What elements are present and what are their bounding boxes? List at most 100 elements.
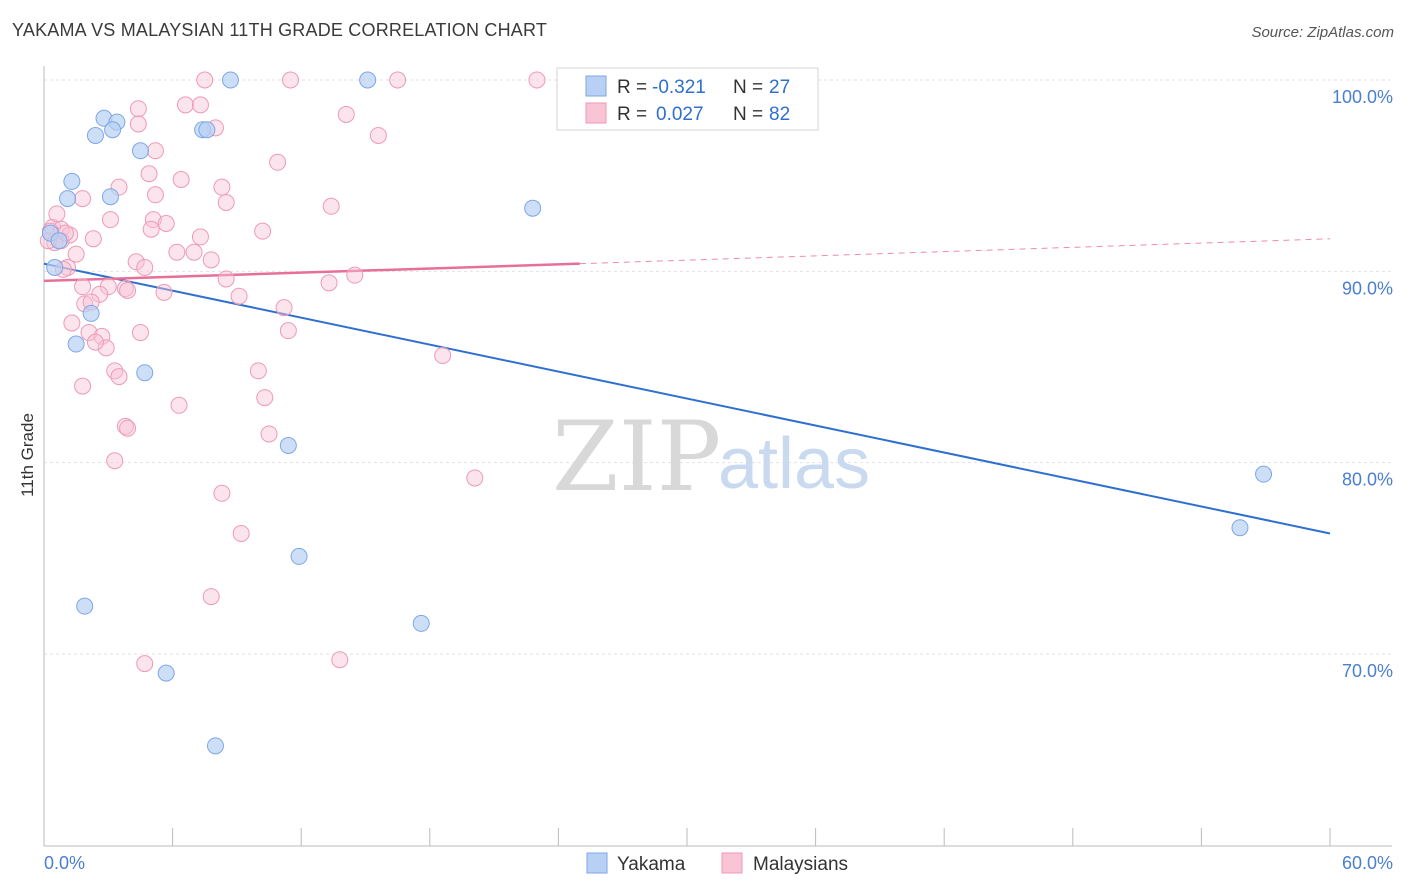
point-malaysians-61 (110, 368, 128, 386)
point-malaysians-80 (48, 205, 66, 223)
point-yakama-0 (221, 71, 239, 89)
point-yakama-26 (206, 737, 224, 755)
point-malaysians-34 (202, 251, 220, 269)
point-yakama-1 (359, 71, 377, 89)
legend-r-label-yakama: R = (617, 77, 647, 98)
point-malaysians-67 (260, 425, 278, 443)
point-malaysians-13 (140, 165, 158, 183)
point-malaysians-60 (249, 362, 267, 380)
y-tick-label-100: 100.0% (1332, 87, 1393, 107)
point-malaysians-43 (74, 278, 92, 296)
point-yakama-20 (1255, 465, 1273, 483)
legend-n-label-yakama: N = (733, 77, 763, 98)
point-malaysians-19 (217, 193, 235, 211)
y-axis-title: 11th Grade (18, 413, 37, 497)
point-malaysians-74 (331, 651, 349, 669)
point-malaysians-51 (63, 314, 81, 332)
point-yakama-11 (59, 190, 77, 208)
point-yakama-7 (198, 121, 216, 139)
axes (43, 66, 1392, 847)
legend-r-label-malaysians: R = (617, 104, 647, 125)
point-malaysians-23 (157, 215, 175, 232)
point-malaysians-73 (136, 655, 154, 673)
point-malaysians-1 (281, 71, 299, 89)
watermark-zip: ZIP (552, 401, 721, 513)
point-malaysians-64 (170, 396, 188, 414)
point-yakama-16 (82, 304, 100, 322)
point-malaysians-53 (131, 324, 149, 342)
point-malaysians-8 (129, 115, 147, 133)
point-yakama-5 (104, 121, 122, 139)
point-malaysians-35 (136, 259, 154, 277)
point-malaysians-42 (346, 266, 364, 284)
point-malaysians-0 (196, 71, 214, 89)
point-malaysians-20 (322, 197, 340, 215)
point-malaysians-65 (116, 417, 134, 435)
point-malaysians-37 (168, 243, 186, 261)
point-yakama-21 (1231, 519, 1249, 537)
point-yakama-10 (101, 188, 119, 206)
point-malaysians-78 (119, 281, 137, 299)
point-malaysians-5 (176, 96, 194, 114)
legend-n-value-yakama: 27 (769, 77, 790, 98)
point-malaysians-69 (466, 469, 484, 487)
point-malaysians-45 (116, 280, 134, 298)
point-yakama-17 (67, 335, 85, 353)
point-malaysians-41 (320, 274, 338, 292)
point-yakama-9 (63, 172, 81, 190)
point-yakama-23 (76, 597, 94, 615)
point-yakama-24 (412, 614, 430, 632)
point-malaysians-56 (97, 339, 115, 357)
x-tick-label-min: 0.0% (44, 853, 85, 873)
point-malaysians-71 (232, 524, 250, 542)
legend-swatch-yakama (585, 75, 607, 97)
point-malaysians-36 (67, 245, 85, 263)
point-malaysians-17 (146, 186, 164, 204)
point-malaysians-28 (254, 222, 272, 240)
legend-n-value-malaysians: 82 (769, 104, 790, 125)
point-yakama-19 (279, 436, 297, 454)
legend-r-value-malaysians: 0.027 (656, 104, 704, 125)
point-malaysians-7 (337, 105, 355, 123)
point-malaysians-18 (74, 190, 92, 208)
stats-legend: R = -0.321 N = 27 R = 0.027 N = 82 (556, 67, 819, 131)
y-tick-label-80: 80.0% (1342, 470, 1393, 490)
point-malaysians-62 (74, 377, 92, 395)
source-label: Source: ZipAtlas.com (1251, 24, 1394, 41)
point-malaysians-4 (129, 100, 147, 118)
point-malaysians-2 (389, 71, 407, 89)
point-malaysians-66 (119, 419, 137, 437)
point-malaysians-16 (213, 178, 231, 196)
point-malaysians-14 (172, 170, 190, 188)
point-malaysians-30 (191, 228, 209, 246)
point-yakama-15 (46, 259, 64, 277)
bottom-legend-swatch-yakama (586, 852, 608, 874)
point-malaysians-40 (217, 270, 235, 288)
point-malaysians-11 (146, 142, 164, 160)
legend-r-value-yakama: -0.321 (652, 77, 706, 98)
legend-swatch-malaysians (585, 102, 607, 124)
trendline-malaysians-extension (579, 238, 1331, 265)
point-malaysians-33 (127, 253, 145, 271)
trendline-yakama (43, 262, 1331, 535)
point-malaysians-72 (202, 588, 220, 606)
point-malaysians-46 (155, 283, 173, 301)
point-malaysians-29 (84, 230, 102, 248)
point-malaysians-3 (528, 71, 546, 89)
gridlines (44, 79, 1392, 655)
tick-labels: 100.0% 90.0% 80.0% 70.0% 0.0% 60.0% (44, 87, 1393, 873)
point-yakama-22 (290, 547, 308, 565)
bottom-legend: Yakama Malaysians (586, 852, 848, 875)
point-malaysians-54 (279, 322, 297, 340)
point-malaysians-21 (101, 211, 119, 229)
point-malaysians-70 (213, 484, 231, 502)
bottom-legend-label-yakama: Yakama (617, 854, 686, 875)
point-yakama-12 (524, 199, 542, 217)
watermark: ZIP atlas (552, 401, 870, 513)
point-yakama-25 (157, 664, 175, 682)
point-malaysians-52 (80, 324, 98, 342)
point-malaysians-63 (256, 389, 274, 407)
watermark-atlas: atlas (718, 424, 870, 504)
y-tick-label-90: 90.0% (1342, 278, 1393, 298)
point-malaysians-48 (230, 287, 248, 305)
